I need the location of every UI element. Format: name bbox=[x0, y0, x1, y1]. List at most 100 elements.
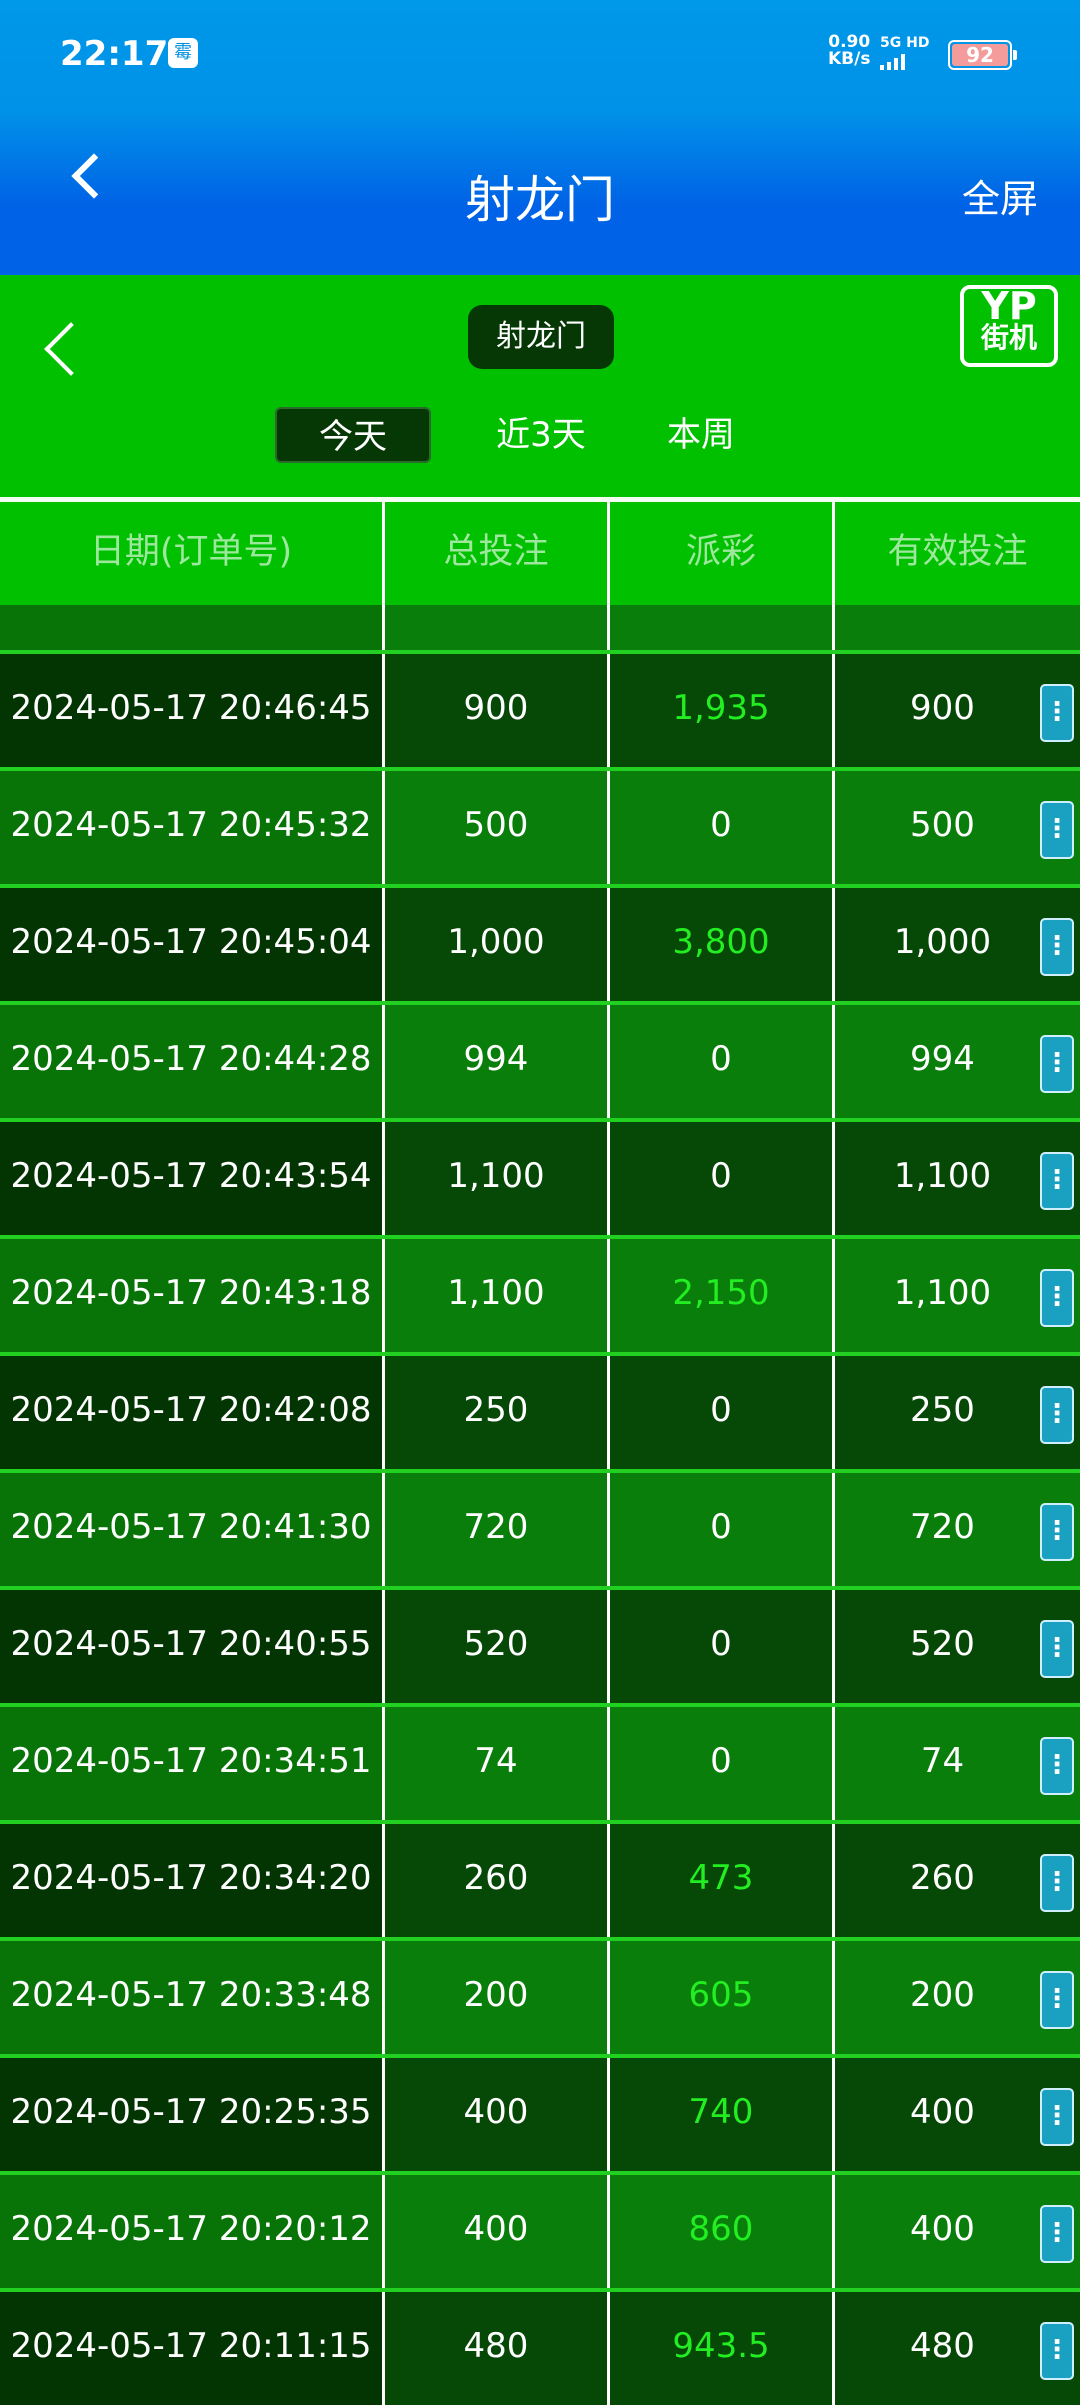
tab-week[interactable]: 本周 bbox=[667, 415, 735, 455]
logo-top: YP bbox=[981, 284, 1037, 328]
payout-cell: 2,150 bbox=[610, 1239, 835, 1352]
table-row[interactable]: 2024-05-17 20:43:18 1,100 2,150 1,100 ⋮ bbox=[0, 1235, 1080, 1352]
valid-bet-cell: 200 bbox=[910, 1975, 975, 2015]
more-icon[interactable]: ⋮ bbox=[1040, 1854, 1074, 1912]
payout-cell: 3,800 bbox=[610, 888, 835, 1001]
network-type: 5G HD bbox=[880, 35, 930, 51]
game-title: 射龙门 bbox=[468, 305, 614, 369]
payout-cell: 860 bbox=[610, 2175, 835, 2288]
date-cell: 2024-05-17 20:34:20 bbox=[0, 1824, 385, 1937]
more-icon[interactable]: ⋮ bbox=[1040, 1971, 1074, 2029]
date-cell: 2024-05-17 20:40:55 bbox=[0, 1590, 385, 1703]
table-row[interactable]: 2024-05-17 20:40:55 520 0 520 ⋮ bbox=[0, 1586, 1080, 1703]
table-row[interactable]: 2024-05-17 20:46:45 900 1,935 900 ⋮ bbox=[0, 650, 1080, 767]
valid-bet-cell: 74 bbox=[920, 1741, 965, 1781]
total-bet-cell: 1,000 bbox=[385, 888, 610, 1001]
payout-cell: 0 bbox=[610, 1707, 835, 1820]
tab-3days[interactable]: 近3天 bbox=[496, 415, 586, 455]
total-bet-cell: 500 bbox=[385, 771, 610, 884]
more-icon[interactable]: ⋮ bbox=[1040, 1737, 1074, 1795]
more-icon[interactable]: ⋮ bbox=[1040, 2322, 1074, 2380]
total-bet-cell: 200 bbox=[385, 1941, 610, 2054]
battery-icon: 92 bbox=[948, 40, 1017, 70]
valid-bet-cell: 400 bbox=[910, 2092, 975, 2132]
table-row[interactable]: 2024-05-17 20:25:35 400 740 400 ⋮ bbox=[0, 2054, 1080, 2171]
table-row[interactable]: 2024-05-17 20:34:20 260 473 260 ⋮ bbox=[0, 1820, 1080, 1937]
col-total-bet: 总投注 bbox=[385, 502, 610, 605]
table-row[interactable]: 2024-05-17 20:20:12 400 860 400 ⋮ bbox=[0, 2171, 1080, 2288]
payout-cell: 740 bbox=[610, 2058, 835, 2171]
total-bet-cell: 400 bbox=[385, 2175, 610, 2288]
period-tabs: 今天 近3天 本周 bbox=[275, 407, 781, 463]
date-cell: 2024-05-17 20:45:32 bbox=[0, 771, 385, 884]
table-row[interactable]: 2024-05-17 20:43:54 1,100 0 1,100 ⋮ bbox=[0, 1118, 1080, 1235]
date-cell: 2024-05-17 20:45:04 bbox=[0, 888, 385, 1001]
payout-cell: 0 bbox=[610, 1473, 835, 1586]
date-cell: 2024-05-17 20:46:45 bbox=[0, 654, 385, 767]
table-row[interactable]: 2024-05-17 20:34:51 74 0 74 ⋮ bbox=[0, 1703, 1080, 1820]
payout-cell: 1,935 bbox=[610, 654, 835, 767]
valid-bet-cell: 520 bbox=[910, 1624, 975, 1664]
valid-bet-cell: 1,000 bbox=[893, 922, 992, 962]
battery-level: 92 bbox=[952, 44, 1008, 66]
total-bet-cell: 400 bbox=[385, 2058, 610, 2171]
payout-cell: 0 bbox=[610, 771, 835, 884]
total-bet-cell: 520 bbox=[385, 1590, 610, 1703]
net-speed-unit: KB/s bbox=[828, 49, 871, 69]
valid-bet-cell: 1,100 bbox=[893, 1273, 992, 1313]
col-valid-bet: 有效投注 bbox=[887, 532, 1028, 572]
total-bet-cell: 994 bbox=[385, 1005, 610, 1118]
more-icon[interactable]: ⋮ bbox=[1040, 1620, 1074, 1678]
net-speed: 0.90 KB/s bbox=[828, 34, 870, 68]
table-row[interactable]: 2024-05-17 20:44:28 994 0 994 ⋮ bbox=[0, 1001, 1080, 1118]
date-cell: 2024-05-17 20:43:54 bbox=[0, 1122, 385, 1235]
payout-cell: 0 bbox=[610, 1122, 835, 1235]
col-payout: 派彩 bbox=[610, 502, 835, 605]
table-row[interactable]: 2024-05-17 20:11:15 480 943.5 480 ⋮ bbox=[0, 2288, 1080, 2405]
more-icon[interactable]: ⋮ bbox=[1040, 1269, 1074, 1327]
page-title: 射龙门 bbox=[465, 171, 615, 229]
more-icon[interactable]: ⋮ bbox=[1040, 2205, 1074, 2263]
table-row[interactable]: 2024-05-17 20:42:08 250 0 250 ⋮ bbox=[0, 1352, 1080, 1469]
more-icon[interactable]: ⋮ bbox=[1040, 1152, 1074, 1210]
date-cell: 2024-05-17 20:43:18 bbox=[0, 1239, 385, 1352]
table-body[interactable]: 2024-05-17 20:46:45 900 1,935 900 ⋮ 2024-05-1… bbox=[0, 605, 1080, 2405]
more-icon[interactable]: ⋮ bbox=[1040, 801, 1074, 859]
status-time: 22:17 bbox=[60, 34, 169, 74]
table-row[interactable]: 2024-05-17 20:41:30 720 0 720 ⋮ bbox=[0, 1469, 1080, 1586]
app-header: 22:17 霉 0.90 KB/s 5G HD 92 射龙门 全屏 bbox=[0, 0, 1080, 275]
table-row[interactable]: 2024-05-17 20:45:32 500 0 500 ⋮ bbox=[0, 767, 1080, 884]
valid-bet-cell: 400 bbox=[910, 2209, 975, 2249]
valid-bet-cell: 720 bbox=[910, 1507, 975, 1547]
date-cell: 2024-05-17 20:44:28 bbox=[0, 1005, 385, 1118]
payout-cell: 943.5 bbox=[610, 2292, 835, 2405]
total-bet-cell: 260 bbox=[385, 1824, 610, 1937]
table-row-partial bbox=[0, 605, 1080, 650]
game-panel: 射龙门 YP 街机 今天 近3天 本周 bbox=[0, 275, 1080, 497]
table-row[interactable]: 2024-05-17 20:33:48 200 605 200 ⋮ bbox=[0, 1937, 1080, 2054]
more-icon[interactable]: ⋮ bbox=[1040, 918, 1074, 976]
date-cell: 2024-05-17 20:33:48 bbox=[0, 1941, 385, 2054]
net-speed-value: 0.90 bbox=[828, 32, 871, 52]
more-icon[interactable]: ⋮ bbox=[1040, 1503, 1074, 1561]
valid-bet-cell: 260 bbox=[910, 1858, 975, 1898]
yp-logo: YP 街机 bbox=[960, 285, 1058, 367]
date-cell: 2024-05-17 20:34:51 bbox=[0, 1707, 385, 1820]
tab-today[interactable]: 今天 bbox=[275, 407, 431, 463]
game-back-icon[interactable] bbox=[44, 322, 98, 376]
signal-icon: 5G HD bbox=[880, 36, 929, 70]
payout-cell: 0 bbox=[610, 1356, 835, 1469]
table-row[interactable]: 2024-05-17 20:45:04 1,000 3,800 1,000 ⋮ bbox=[0, 884, 1080, 1001]
total-bet-cell: 1,100 bbox=[385, 1122, 610, 1235]
total-bet-cell: 900 bbox=[385, 654, 610, 767]
total-bet-cell: 720 bbox=[385, 1473, 610, 1586]
fullscreen-button[interactable]: 全屏 bbox=[961, 177, 1038, 221]
payout-cell: 605 bbox=[610, 1941, 835, 2054]
valid-bet-cell: 994 bbox=[910, 1039, 975, 1079]
notification-icon: 霉 bbox=[168, 38, 198, 68]
more-icon[interactable]: ⋮ bbox=[1040, 2088, 1074, 2146]
more-icon[interactable]: ⋮ bbox=[1040, 684, 1074, 742]
more-icon[interactable]: ⋮ bbox=[1040, 1386, 1074, 1444]
more-icon[interactable]: ⋮ bbox=[1040, 1035, 1074, 1093]
valid-bet-cell: 250 bbox=[910, 1390, 975, 1430]
